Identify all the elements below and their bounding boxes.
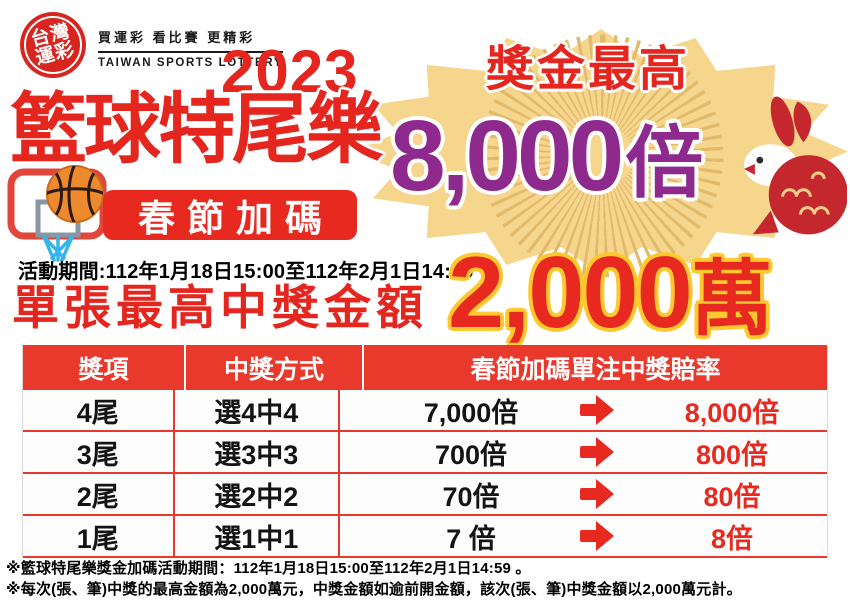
method-cell: 選4中4 bbox=[175, 390, 340, 430]
method-cell: 選3中3 bbox=[175, 432, 340, 472]
rate-cell: 700倍 800倍 bbox=[340, 432, 827, 472]
tier-cell: 1尾 bbox=[23, 516, 175, 556]
boosted-rate: 8倍 bbox=[710, 523, 754, 554]
rate-cell: 70倍 80倍 bbox=[340, 474, 827, 514]
taiwan-sports-lottery-logo: 台灣 運彩 bbox=[20, 12, 86, 78]
base-rate: 700倍 bbox=[434, 439, 508, 470]
footnote-line: ※籃球特尾樂獎金加碼活動期間：112年1月18日15:00至112年2月1日14… bbox=[6, 560, 531, 577]
activity-period: 活動期間:112年1月18日15:00至112年2月1日14:59 bbox=[18, 261, 474, 283]
col-header-odds: 春節加碼單注中獎賠率 bbox=[470, 355, 721, 384]
max-prize-number: 2,000 bbox=[448, 237, 693, 349]
table-row: 2尾 選2中2 70倍 80倍 bbox=[23, 474, 827, 516]
tier-cell: 3尾 bbox=[23, 432, 175, 472]
burst-multiplier-number: 8,000 bbox=[390, 100, 624, 212]
brand-slogan: 買運彩 看比賽 更精彩 bbox=[98, 30, 256, 45]
tier-cell: 4尾 bbox=[23, 390, 175, 430]
arrow-right-icon bbox=[580, 437, 615, 467]
rabbit-icon bbox=[743, 96, 847, 235]
method-cell: 選2中2 bbox=[175, 474, 340, 514]
arrow-right-icon bbox=[580, 479, 615, 509]
base-rate: 7,000倍 bbox=[423, 397, 519, 428]
brand-name-en: TAIWAN SPORTS LOTTERY bbox=[98, 51, 284, 69]
burst-label: 獎金最高 bbox=[486, 43, 691, 96]
year-heading: 2023 bbox=[221, 38, 359, 105]
max-prize-unit: 萬 bbox=[690, 254, 773, 345]
method-cell: 選1中1 bbox=[175, 516, 340, 556]
rate-cell: 7,000倍 8,000倍 bbox=[340, 390, 827, 430]
rate-cell: 7 倍 8倍 bbox=[340, 516, 827, 556]
tier-cell: 2尾 bbox=[23, 474, 175, 514]
boosted-rate: 8,000倍 bbox=[684, 397, 780, 428]
cny-bonus-badge: 春節加碼 bbox=[103, 190, 357, 240]
odds-table-header: 獎項 中獎方式 春節加碼單注中獎賠率 bbox=[23, 345, 827, 390]
col-header-method: 中獎方式 bbox=[186, 345, 364, 390]
boosted-rate: 800倍 bbox=[695, 439, 769, 470]
col-header-tier: 獎項 bbox=[23, 345, 186, 390]
arrow-right-icon bbox=[580, 521, 615, 551]
burst-multiplier-unit: 倍 bbox=[625, 119, 704, 207]
main-title: 籃球特尾樂 bbox=[10, 87, 383, 173]
arrow-right-icon bbox=[580, 395, 615, 425]
burst-multiplier: 8,000倍 bbox=[390, 106, 703, 206]
brand-text-block: 買運彩 看比賽 更精彩 TAIWAN SPORTS LOTTERY bbox=[98, 27, 284, 69]
sunburst-rays bbox=[480, 34, 724, 278]
table-row: 4尾 選4中4 7,000倍 8,000倍 bbox=[23, 390, 827, 432]
max-prize-amount: 2,000萬 bbox=[448, 243, 773, 344]
table-row: 1尾 選1中1 7 倍 8倍 bbox=[23, 516, 827, 558]
odds-table: 獎項 中獎方式 春節加碼單注中獎賠率 4尾 選4中4 7,000倍 8,000倍… bbox=[22, 345, 828, 558]
logo-text: 台灣 運彩 bbox=[28, 20, 78, 70]
footnotes: ※籃球特尾樂獎金加碼活動期間：112年1月18日15:00至112年2月1日14… bbox=[6, 558, 742, 600]
footnote-line: ※每次(張、筆)中獎的最高金額為2,000萬元，中獎金額如逾前開金額，該次(張、… bbox=[6, 581, 742, 598]
max-prize-label: 單張最高中獎金額 bbox=[12, 281, 428, 334]
basketball-hoop-icon bbox=[7, 165, 107, 262]
boosted-rate: 80倍 bbox=[703, 481, 761, 512]
base-rate: 7 倍 bbox=[446, 523, 496, 554]
table-row: 3尾 選3中3 700倍 800倍 bbox=[23, 432, 827, 474]
base-rate: 70倍 bbox=[442, 481, 500, 512]
